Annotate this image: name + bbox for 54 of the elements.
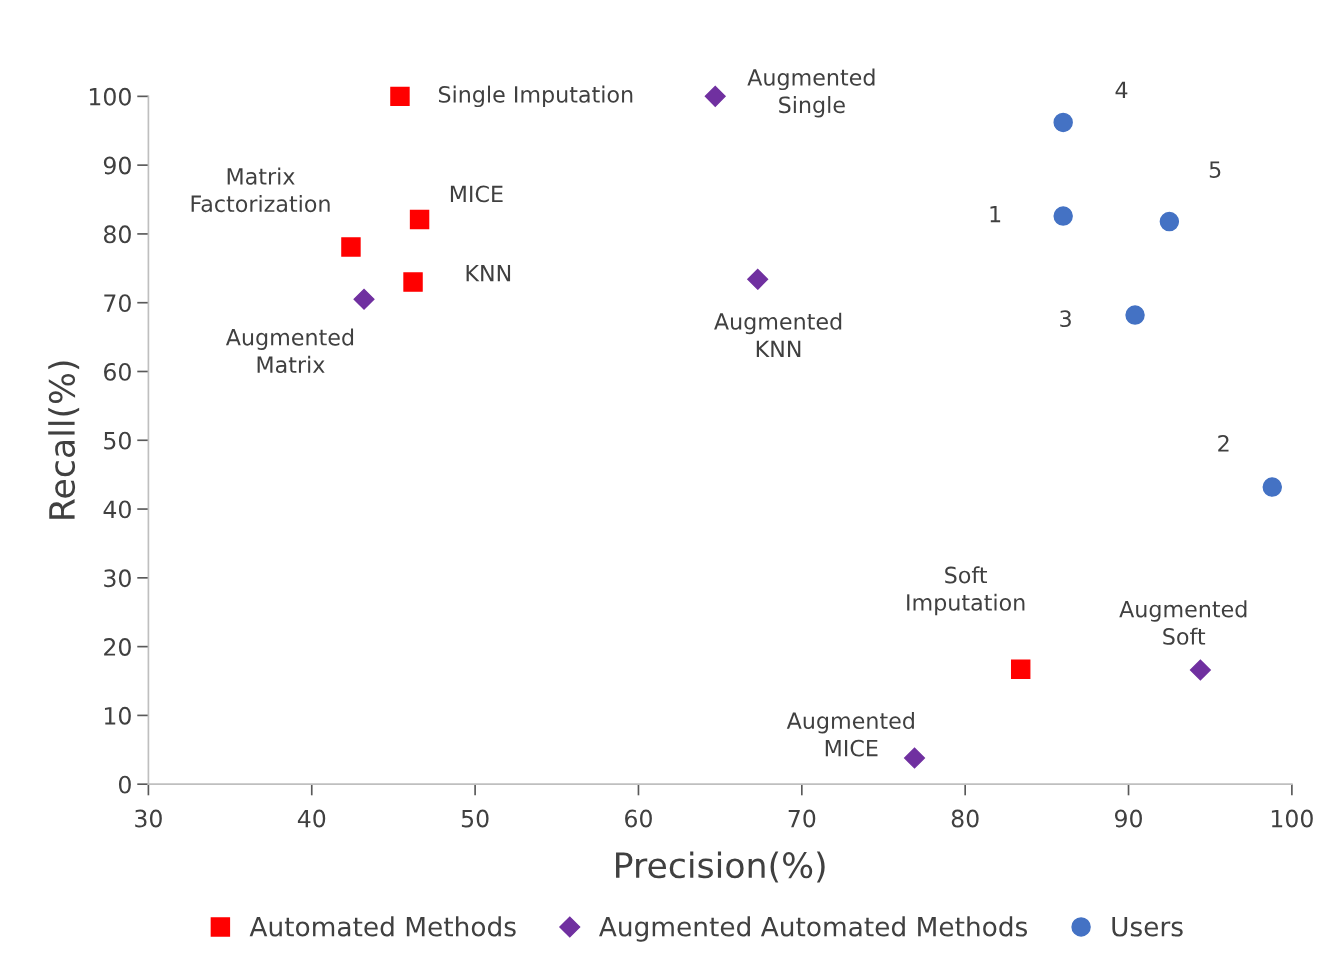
- annotation: Augmented Single: [747, 68, 875, 118]
- point: [1159, 211, 1180, 232]
- annotation: KNN: [466, 265, 511, 282]
- point: [390, 86, 410, 107]
- point: [353, 288, 375, 310]
- y-tick-label: 100: [89, 87, 131, 106]
- x-tick-label: 80: [951, 809, 979, 828]
- annotation: 4: [1115, 81, 1128, 99]
- x-tick-label: 50: [461, 809, 489, 828]
- annotation: Soft Imputation: [907, 566, 1025, 616]
- y-tick-label: 30: [104, 569, 131, 588]
- point: [704, 85, 726, 107]
- y-tick-label: 20: [104, 638, 131, 656]
- point: [1010, 659, 1031, 680]
- legend-label: Augmented Automated Methods: [599, 916, 1028, 942]
- annotation: 3: [1060, 310, 1071, 328]
- annotation: Augmented Matrix: [225, 328, 354, 374]
- point: [1053, 206, 1073, 226]
- annotation: 1: [990, 205, 1001, 223]
- x-tick-label: 90: [1114, 809, 1142, 828]
- legend-label: Automated Methods: [249, 916, 516, 937]
- y-tick-label: 80: [103, 225, 131, 244]
- x-tick-label: 40: [297, 809, 326, 828]
- y-tick-label: 70: [104, 294, 131, 313]
- annotation: Augmented Soft: [1119, 600, 1247, 645]
- point: [1125, 305, 1145, 325]
- x-tick-label: 30: [135, 809, 162, 828]
- y-tick-label: 10: [104, 706, 131, 725]
- point: [1189, 659, 1211, 681]
- point: [747, 268, 769, 290]
- annotation: 5: [1209, 161, 1221, 178]
- y-axis-title: Recall(%): [48, 361, 80, 519]
- y-tick-label: 40: [103, 500, 131, 519]
- annotation: Single Imputation: [438, 85, 633, 108]
- annotation: MICE: [450, 185, 503, 203]
- point: [409, 209, 430, 230]
- legend-label: Users: [1112, 916, 1183, 937]
- point: [904, 747, 926, 769]
- y-tick-label: 0: [118, 775, 131, 794]
- point: [1053, 112, 1073, 133]
- y-tick-label: 90: [103, 156, 131, 175]
- annotation: Augmented MICE: [786, 711, 914, 757]
- annotation: 2: [1218, 435, 1229, 452]
- point: [1262, 477, 1282, 497]
- point: [403, 272, 423, 292]
- x-tick-label: 100: [1271, 809, 1313, 828]
- y-tick-label: 60: [104, 362, 131, 381]
- x-axis-title: Precision(%): [616, 851, 825, 883]
- point: [341, 237, 361, 257]
- annotation: Augmented KNN: [714, 312, 842, 357]
- x-tick-label: 70: [788, 809, 816, 828]
- annotation: Matrix Factorization: [191, 167, 330, 213]
- x-tick-label: 60: [625, 809, 652, 828]
- y-tick-label: 50: [104, 431, 131, 450]
